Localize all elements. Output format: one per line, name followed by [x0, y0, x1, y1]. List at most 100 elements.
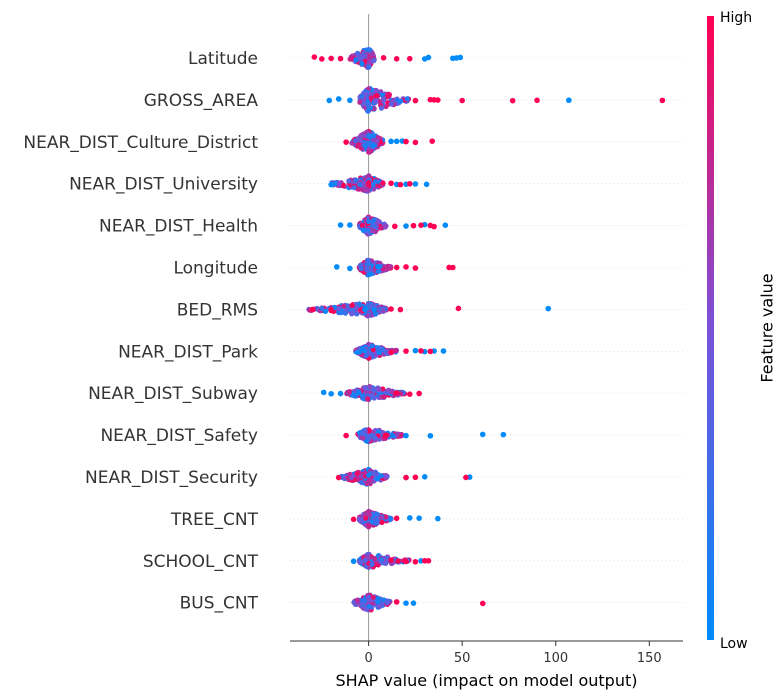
outlier-point-low: [479, 431, 486, 438]
data-point: [371, 223, 378, 229]
data-point: [365, 47, 371, 53]
feature-swarm: [335, 466, 473, 487]
outlier-point-low: [545, 305, 552, 312]
data-point: [374, 517, 380, 523]
outlier-point-low: [350, 558, 357, 565]
outlier-point-high: [429, 138, 436, 144]
outlier-point-high: [393, 515, 400, 522]
data-point: [394, 431, 400, 437]
colorbar-title: Feature value: [758, 273, 777, 382]
outlier-point-high: [392, 223, 398, 230]
colorbar-low-label: Low: [720, 636, 748, 652]
data-point: [404, 96, 410, 102]
data-point: [349, 302, 355, 309]
data-point: [373, 311, 379, 317]
data-point: [341, 303, 347, 309]
data-point: [366, 149, 372, 155]
outlier-point-high: [335, 474, 342, 481]
colorbar: High Low Feature value: [707, 10, 777, 652]
data-point: [362, 143, 368, 149]
outlier-point-high: [406, 391, 413, 397]
outlier-point-high: [393, 599, 400, 605]
outlier-point-high: [382, 432, 389, 439]
feature-swarm: [343, 427, 507, 445]
x-axis-title: SHAP value (impact on model output): [336, 671, 638, 690]
outlier-point-high: [416, 390, 422, 397]
data-point: [371, 57, 377, 63]
outlier-point-low: [412, 181, 419, 187]
data-point: [362, 385, 368, 391]
data-point: [368, 271, 374, 277]
data-point: [378, 473, 384, 479]
feature-swarm: [328, 173, 430, 194]
data-point: [369, 343, 375, 349]
feature-label: BED_RMS: [177, 300, 258, 320]
outlier-point-low: [423, 181, 430, 188]
x-tick-label: 0: [364, 651, 372, 666]
feature-label: NEAR_DIST_Health: [99, 217, 258, 237]
outlier-point-high: [403, 474, 409, 481]
data-point: [378, 105, 385, 111]
x-tick-label: 50: [454, 651, 471, 666]
data-point: [336, 181, 342, 187]
feature-swarm: [350, 508, 441, 530]
data-point: [354, 349, 360, 355]
outlier-point-high: [455, 305, 462, 312]
outlier-point-high: [509, 97, 516, 104]
outlier-point-high: [659, 97, 666, 104]
data-point: [363, 515, 369, 521]
data-point: [362, 348, 368, 354]
outlier-point-high: [412, 139, 419, 146]
data-point: [383, 473, 389, 479]
data-point: [369, 561, 375, 568]
outlier-point-high: [388, 180, 394, 187]
data-point: [365, 227, 371, 233]
outlier-point-high: [418, 222, 424, 228]
feature-label: NEAR_DIST_Park: [118, 342, 258, 362]
outlier-point-high: [410, 222, 417, 229]
data-point: [359, 435, 365, 441]
outlier-point-low: [421, 474, 428, 480]
data-point: [336, 305, 342, 311]
data-point: [369, 392, 376, 398]
feature-swarm: [333, 257, 456, 278]
data-point: [373, 88, 380, 94]
outlier-point-high: [388, 349, 394, 356]
outlier-point-low: [335, 96, 342, 102]
feature-swarm: [343, 128, 436, 155]
outlier-point-low: [435, 515, 441, 522]
data-point: [370, 143, 376, 149]
outlier-point-low: [347, 265, 353, 272]
colorbar-gradient: [707, 16, 714, 640]
outlier-point-high: [388, 306, 394, 312]
row-gridlines: [290, 57, 683, 604]
data-point: [364, 265, 370, 271]
data-point: [345, 303, 351, 309]
data-point: [354, 471, 360, 477]
outlier-point-high: [343, 432, 349, 439]
feature-label: GROSS_AREA: [144, 91, 259, 111]
outlier-point-low: [337, 222, 344, 228]
data-point: [359, 61, 365, 67]
data-point: [338, 310, 344, 316]
outlier-point-high: [393, 56, 400, 62]
colorbar-high-label: High: [720, 10, 752, 26]
data-point: [379, 557, 385, 563]
outlier-point-high: [350, 516, 357, 523]
data-point: [354, 597, 360, 603]
outlier-point-high: [412, 474, 419, 481]
data-point: [358, 597, 364, 603]
outlier-point-high: [418, 348, 424, 354]
data-point: [358, 137, 364, 144]
data-point: [360, 227, 366, 233]
data-point: [347, 56, 353, 62]
data-point: [366, 479, 372, 485]
feature-swarm: [353, 341, 447, 361]
data-point: [372, 99, 379, 105]
outlier-point-high: [425, 558, 432, 564]
data-point: [346, 389, 352, 395]
data-point: [322, 308, 329, 314]
data-point: [387, 264, 393, 270]
data-point: [366, 102, 372, 108]
